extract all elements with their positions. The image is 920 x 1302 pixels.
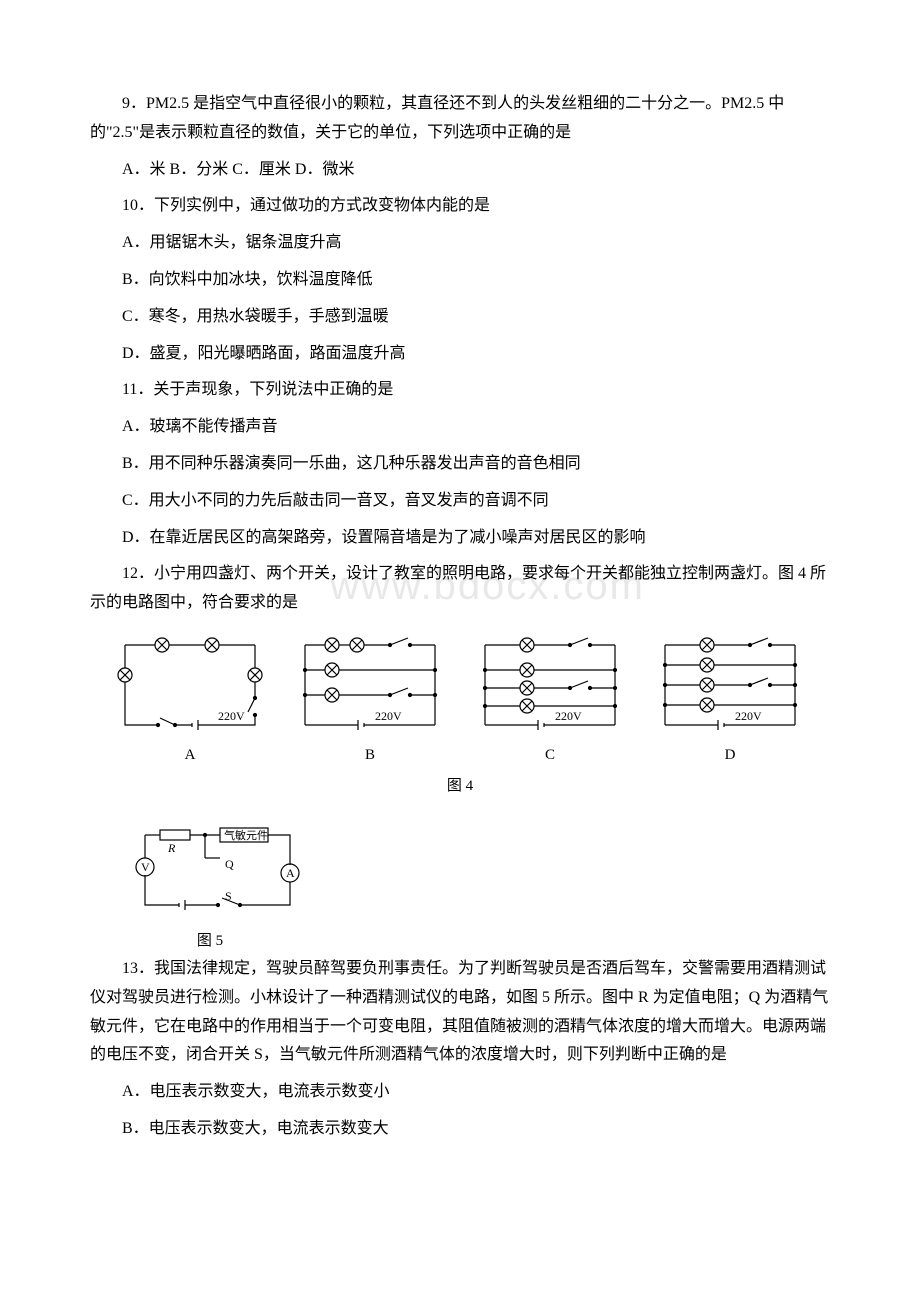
voltage-a: 220V — [218, 709, 245, 723]
gas-label: 气敏元件 — [224, 828, 268, 842]
a-label: A — [286, 866, 295, 880]
q10-c: C．寒冬，用热水袋暖手，手感到温暖 — [90, 303, 830, 332]
label-a: A — [185, 742, 196, 769]
s-label: S — [225, 889, 232, 903]
circuit-b: 220V B — [290, 630, 450, 769]
q10-b: B．向饮料中加冰块，饮料温度降低 — [90, 266, 830, 295]
voltage-b: 220V — [375, 709, 402, 723]
circuit-d: 220V D — [650, 630, 810, 769]
q11-a: A．玻璃不能传播声音 — [90, 413, 830, 442]
q11-c: C．用大小不同的力先后敲击同一音叉，音叉发声的音调不同 — [90, 487, 830, 516]
q12-stem: 12．小宁用四盏灯、两个开关，设计了教室的照明电路，要求每个开关都能独立控制两盏… — [90, 560, 830, 618]
q9-stem: 9．PM2.5 是指空气中直径很小的颗粒，其直径还不到人的头发丝粗细的二十分之一… — [90, 90, 830, 148]
r-label: R — [167, 841, 176, 855]
voltage-d: 220V — [735, 709, 762, 723]
q11-d: D．在靠近居民区的高架路旁，设置隔音墙是为了减小噪声对居民区的影响 — [90, 524, 830, 553]
figure-5: 气敏元件 R Q S V A — [130, 820, 830, 920]
circuit-c: 220V C — [470, 630, 630, 769]
q-label: Q — [225, 857, 234, 871]
figure-4-row: 220V A — [90, 630, 830, 769]
q10-stem: 10．下列实例中，通过做功的方式改变物体内能的是 — [90, 192, 830, 221]
fig4-caption: 图 4 — [90, 773, 830, 800]
q13-a: A．电压表示数变大，电流表示数变小 — [90, 1078, 830, 1107]
circuit-a: 220V A — [110, 630, 270, 769]
v-label: V — [141, 860, 150, 874]
q11-b: B．用不同种乐器演奏同一乐曲，这几种乐器发出声音的音色相同 — [90, 450, 830, 479]
label-b: B — [365, 742, 375, 769]
q10-a: A．用锯锯木头，锯条温度升高 — [90, 229, 830, 258]
label-c: C — [545, 742, 555, 769]
q10-d: D．盛夏，阳光曝晒路面，路面温度升高 — [90, 340, 830, 369]
label-d: D — [725, 742, 736, 769]
q13-stem: 13．我国法律规定，驾驶员醉驾要负刑事责任。为了判断驾驶员是否酒后驾车，交警需要… — [90, 955, 830, 1070]
fig5-caption: 图 5 — [130, 928, 290, 955]
q13-b: B．电压表示数变大，电流表示数变大 — [90, 1115, 830, 1144]
q9-opts: A．米 B．分米 C．厘米 D．微米 — [90, 156, 830, 185]
voltage-c: 220V — [555, 709, 582, 723]
q11-stem: 11．关于声现象，下列说法中正确的是 — [90, 376, 830, 405]
